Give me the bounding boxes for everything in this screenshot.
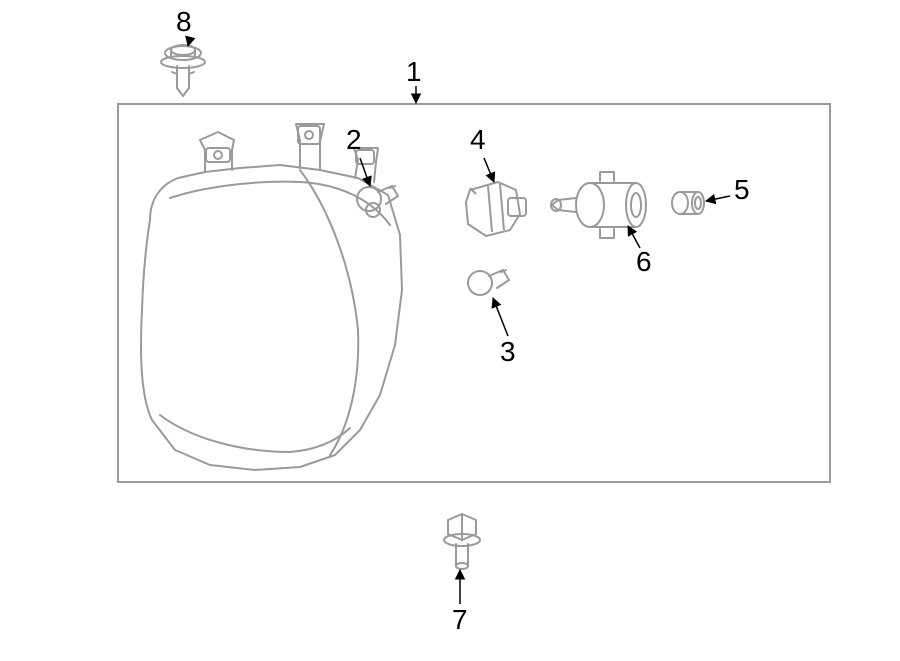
part-5-nut xyxy=(672,192,704,214)
part-4-socket xyxy=(466,182,526,236)
diagram-svg xyxy=(0,0,900,661)
callout-label-1: 1 xyxy=(406,56,422,88)
part-6-socket xyxy=(551,172,646,238)
callout-label-4: 4 xyxy=(470,124,486,156)
callout-label-2: 2 xyxy=(346,124,362,156)
callout-label-7: 7 xyxy=(452,604,468,636)
callout-label-5: 5 xyxy=(734,174,750,206)
callout-label-6: 6 xyxy=(636,246,652,278)
part-8-clip xyxy=(161,45,205,96)
part-3-bulb xyxy=(468,270,509,295)
part-7-bolt xyxy=(444,514,480,569)
callout-leaders xyxy=(188,38,730,604)
callout-label-8: 8 xyxy=(176,6,192,38)
headlamp-housing xyxy=(141,124,402,470)
callout-label-3: 3 xyxy=(500,336,516,368)
parts-diagram-canvas: 1 2 3 4 5 6 7 8 xyxy=(0,0,900,661)
